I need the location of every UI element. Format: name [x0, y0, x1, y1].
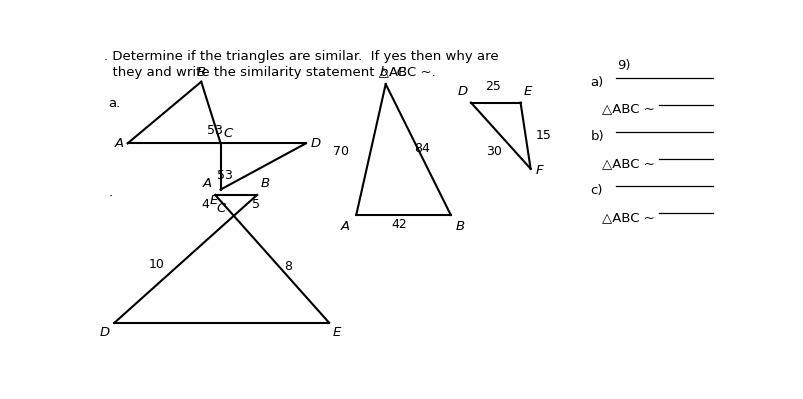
Text: 5: 5: [251, 198, 259, 211]
Text: D: D: [310, 137, 320, 150]
Text: 15: 15: [536, 129, 551, 142]
Text: 8: 8: [283, 260, 291, 273]
Text: b): b): [589, 130, 603, 143]
Text: . Determine if the triangles are similar.  If yes then why are: . Determine if the triangles are similar…: [104, 50, 499, 63]
Text: .: .: [108, 186, 112, 199]
Text: △ABC ~: △ABC ~: [601, 211, 654, 224]
Text: a.: a.: [108, 97, 120, 110]
Text: C: C: [216, 202, 225, 215]
Text: 4: 4: [201, 198, 209, 211]
Text: a): a): [589, 76, 603, 89]
Text: B: B: [197, 66, 206, 79]
Text: D: D: [100, 326, 110, 339]
Text: C: C: [223, 127, 233, 140]
Text: D: D: [457, 85, 467, 98]
Text: 70: 70: [332, 144, 349, 158]
Text: △ABC ~: △ABC ~: [601, 157, 654, 170]
Text: E: E: [523, 85, 532, 98]
Text: E: E: [209, 194, 218, 207]
Text: 53: 53: [217, 169, 232, 182]
Text: A: A: [340, 219, 349, 233]
Text: F: F: [535, 164, 542, 177]
Text: 84: 84: [414, 142, 430, 155]
Text: they and write the similarity statement △ABC ~.: they and write the similarity statement …: [104, 65, 435, 79]
Text: b. C: b. C: [379, 67, 406, 79]
Text: 42: 42: [390, 218, 406, 231]
Text: 9): 9): [617, 59, 630, 72]
Text: B: B: [260, 177, 269, 190]
Text: △ABC ~: △ABC ~: [601, 103, 654, 116]
Text: 10: 10: [149, 258, 164, 271]
Text: B: B: [454, 219, 464, 233]
Text: E: E: [332, 326, 340, 339]
Text: A: A: [202, 177, 212, 190]
Text: A: A: [115, 137, 124, 150]
Text: 30: 30: [486, 144, 502, 158]
Text: 53: 53: [207, 124, 223, 137]
Text: c): c): [589, 184, 602, 197]
Text: 25: 25: [485, 80, 501, 93]
